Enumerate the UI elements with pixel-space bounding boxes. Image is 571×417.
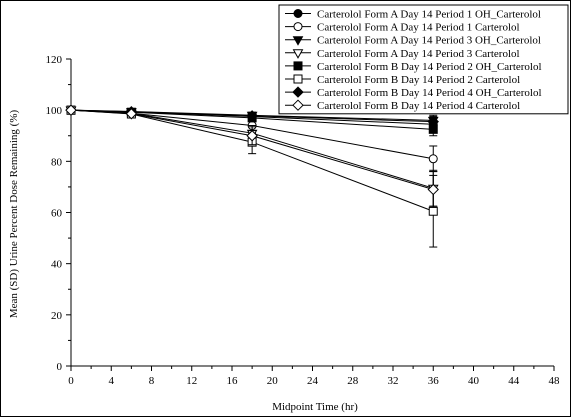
legend-marker: [292, 99, 304, 111]
legend-item: Carterolol Form B Day 14 Period 2 OH_Car…: [285, 61, 542, 73]
legend-item: Carterolol Form B Day 14 Period 4 OH_Car…: [285, 86, 542, 99]
x-axis-label: Midpoint Time (hr): [272, 401, 358, 413]
x-tick-label: 12: [186, 375, 197, 387]
data-point: [427, 183, 439, 196]
y-tick-label: 60: [51, 208, 63, 220]
x-tick-label: 24: [307, 375, 319, 387]
x-tick-label: 48: [549, 375, 561, 387]
legend-item: Carterolol Form B Day 14 Period 2 Carter…: [285, 74, 520, 86]
x-tick-label: 36: [428, 375, 440, 387]
x-tick-label: 0: [68, 375, 74, 387]
x-tick-label: 4: [109, 375, 115, 387]
legend-marker: [293, 9, 303, 18]
legend-label: Carterolol Form A Day 14 Period 1 Carter…: [317, 22, 520, 34]
y-tick-label: 20: [51, 310, 63, 322]
x-tick-label: 16: [227, 375, 239, 387]
series-8: [65, 104, 439, 208]
data-point: [246, 130, 258, 142]
data-point: [125, 108, 138, 120]
y-axis-ticks: 0 20 40 60 80 100 120: [46, 54, 71, 373]
y-tick-label: 40: [51, 259, 63, 271]
y-tick-label: 100: [46, 105, 63, 117]
legend-box: [278, 4, 569, 115]
legend-marker: [292, 36, 304, 46]
x-tick-label: 28: [347, 375, 359, 387]
y-tick-label: 0: [57, 361, 63, 373]
data-point: [246, 110, 258, 122]
y-tick-label: 120: [46, 54, 63, 66]
series-line: [70, 109, 434, 190]
x-tick-label: 44: [508, 375, 520, 387]
x-axis-ticks: 0 4 8 12 16 20 24 28 32 36 40 44 48: [68, 366, 560, 387]
x-tick-label: 8: [149, 375, 155, 387]
x-tick-label: 20: [267, 375, 279, 387]
legend-item: Carterolol Form A Day 14 Period 1 OH_Car…: [285, 9, 541, 21]
legend-label: Carterolol Form A Day 14 Period 3 OH_Car…: [317, 35, 541, 47]
legend-label: Carterolol Form B Day 14 Period 2 OH_Car…: [317, 61, 542, 73]
data-point: [428, 206, 438, 216]
legend-marker: [293, 61, 303, 71]
legend-item: Carterolol Form B Day 14 Period 4 Carter…: [285, 99, 520, 112]
x-tick-label: 40: [468, 375, 480, 387]
legend-marker: [292, 86, 304, 98]
legend-label: Carterolol Form B Day 14 Period 2 Carter…: [317, 74, 520, 86]
legend-label: Carterolol Form A Day 14 Period 1 OH_Car…: [317, 9, 541, 21]
legend-marker: [293, 74, 303, 84]
legend-item: Carterolol Form A Day 14 Period 3 Carter…: [285, 48, 520, 60]
data-point: [427, 115, 439, 128]
series-line: [70, 109, 434, 123]
data-point: [428, 154, 438, 164]
x-tick-label: 32: [388, 375, 399, 387]
y-axis-label: Mean (SD) Urine Percent Dose Remaining (…: [8, 110, 20, 319]
series-layer: [65, 104, 439, 248]
legend-marker: [293, 22, 303, 32]
legend-label: Carterolol Form A Day 14 Period 3 Carter…: [317, 48, 520, 60]
legend-marker: [292, 49, 304, 59]
legend-label: Carterolol Form B Day 14 Period 4 OH_Car…: [317, 87, 542, 99]
y-tick-label: 80: [51, 156, 63, 168]
legend: Carterolol Form A Day 14 Period 1 OH_Car…: [278, 4, 569, 115]
data-point: [65, 104, 77, 116]
legend-item: Carterolol Form A Day 14 Period 3 OH_Car…: [285, 35, 541, 47]
legend-label: Carterolol Form B Day 14 Period 4 Carter…: [317, 100, 520, 112]
legend-item: Carterolol Form A Day 14 Period 1 Carter…: [285, 22, 520, 34]
